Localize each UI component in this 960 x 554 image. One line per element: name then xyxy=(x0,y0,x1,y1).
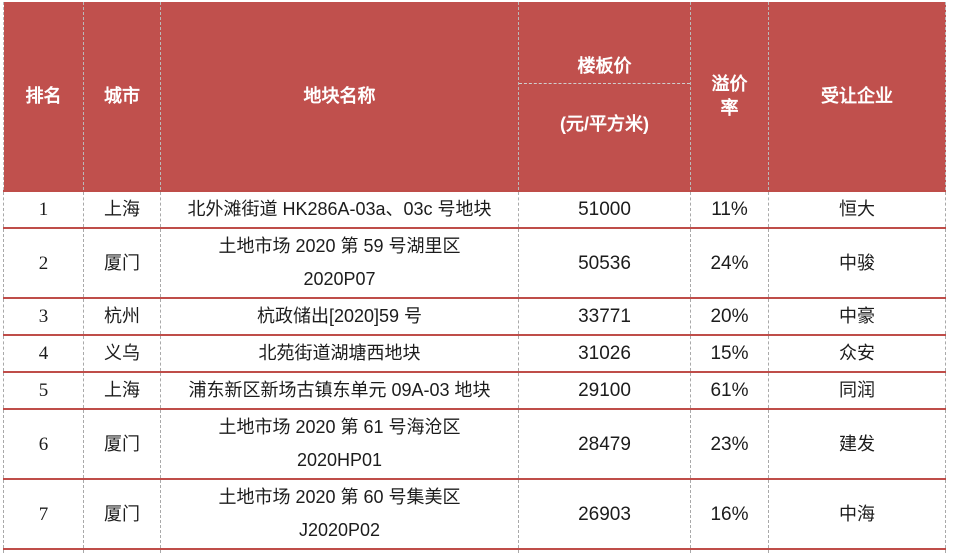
floor-price-cell: 50536 xyxy=(518,228,691,298)
floor-price-cell: 51000 xyxy=(518,191,691,228)
rank-cell: 8 xyxy=(3,549,84,554)
company-cell: 中骏 xyxy=(768,228,946,298)
premium-rate-cell: 24% xyxy=(690,228,769,298)
premium-rate-cell: 61% xyxy=(690,372,769,409)
floor-price-cell: 33771 xyxy=(518,298,691,335)
parcel-name-cell: 北苑街道湖塘西地块 xyxy=(160,335,519,372)
floor-price-unit: (元/平方米) xyxy=(560,114,649,134)
rank-cell: 1 xyxy=(3,191,84,228)
table-row-2: 2 厦门 土地市场 2020 第 59 号湖里区 2020P07 50536 2… xyxy=(3,228,946,298)
premium-rate-cell: 23% xyxy=(690,409,769,479)
table-row-8: 8 杭州 杭政储出[2020]65 号 26553 26% 绿城 xyxy=(3,549,946,554)
company-cell: 众安 xyxy=(768,335,946,372)
table-row-1: 1 上海 北外滩街道 HK286A-03a、03c 号地块 51000 11% … xyxy=(3,191,946,228)
header-row: 排名 城市 地块名称 楼板价 (元/平方米) 溢价 率 受让企业 xyxy=(3,2,946,191)
parcel-name-cell: 杭政储出[2020]65 号 xyxy=(160,549,519,554)
table-row-5: 5 上海 浦东新区新场古镇东单元 09A-03 地块 29100 61% 同润 xyxy=(3,372,946,409)
table-row-7: 7 厦门 土地市场 2020 第 60 号集美区 J2020P02 26903 … xyxy=(3,479,946,549)
city-cell: 上海 xyxy=(83,372,161,409)
parcel-name-cell: 土地市场 2020 第 60 号集美区 J2020P02 xyxy=(160,479,519,549)
company-cell: 绿城 xyxy=(768,549,946,554)
table-row-4: 4 义乌 北苑街道湖塘西地块 31026 15% 众安 xyxy=(3,335,946,372)
city-cell: 义乌 xyxy=(83,335,161,372)
premium-rate-cell: 16% xyxy=(690,479,769,549)
city-cell: 厦门 xyxy=(83,409,161,479)
table-row-6: 6 厦门 土地市场 2020 第 61 号海沧区 2020HP01 28479 … xyxy=(3,409,946,479)
rank-cell: 4 xyxy=(3,335,84,372)
land-price-ranking-table: 排名 城市 地块名称 楼板价 (元/平方米) 溢价 率 受让企业 1 上海 北外… xyxy=(3,2,946,554)
city-cell: 厦门 xyxy=(83,479,161,549)
col-header-parcel-name: 地块名称 xyxy=(160,2,519,191)
city-cell: 上海 xyxy=(83,191,161,228)
rank-cell: 5 xyxy=(3,372,84,409)
floor-price-cell: 26903 xyxy=(518,479,691,549)
rank-cell: 3 xyxy=(3,298,84,335)
parcel-name-cell: 土地市场 2020 第 61 号海沧区 2020HP01 xyxy=(160,409,519,479)
company-cell: 中海 xyxy=(768,479,946,549)
city-cell: 杭州 xyxy=(83,549,161,554)
col-header-city: 城市 xyxy=(83,2,161,191)
rank-cell: 2 xyxy=(3,228,84,298)
floor-price-cell: 28479 xyxy=(518,409,691,479)
table-row-3: 3 杭州 杭政储出[2020]59 号 33771 20% 中豪 xyxy=(3,298,946,335)
parcel-name-cell: 杭政储出[2020]59 号 xyxy=(160,298,519,335)
parcel-name-cell: 北外滩街道 HK286A-03a、03c 号地块 xyxy=(160,191,519,228)
col-header-premium-rate: 溢价 率 xyxy=(690,2,769,191)
premium-rate-cell: 11% xyxy=(690,191,769,228)
company-cell: 中豪 xyxy=(768,298,946,335)
col-header-floor-price: 楼板价 (元/平方米) xyxy=(518,2,691,191)
floor-price-header-split: 楼板价 (元/平方米) xyxy=(519,26,690,166)
company-cell: 建发 xyxy=(768,409,946,479)
floor-price-cell: 31026 xyxy=(518,335,691,372)
rank-cell: 6 xyxy=(3,409,84,479)
company-cell: 同润 xyxy=(768,372,946,409)
floor-price-cell: 26553 xyxy=(518,549,691,554)
floor-price-cell: 29100 xyxy=(518,372,691,409)
col-header-rank: 排名 xyxy=(3,2,84,191)
floor-price-label: 楼板价 xyxy=(519,50,690,84)
premium-rate-cell: 26% xyxy=(690,549,769,554)
company-cell: 恒大 xyxy=(768,191,946,228)
parcel-name-cell: 浦东新区新场古镇东单元 09A-03 地块 xyxy=(160,372,519,409)
city-cell: 杭州 xyxy=(83,298,161,335)
premium-rate-cell: 20% xyxy=(690,298,769,335)
rank-cell: 7 xyxy=(3,479,84,549)
col-header-company: 受让企业 xyxy=(768,2,946,191)
parcel-name-cell: 土地市场 2020 第 59 号湖里区 2020P07 xyxy=(160,228,519,298)
city-cell: 厦门 xyxy=(83,228,161,298)
premium-rate-cell: 15% xyxy=(690,335,769,372)
